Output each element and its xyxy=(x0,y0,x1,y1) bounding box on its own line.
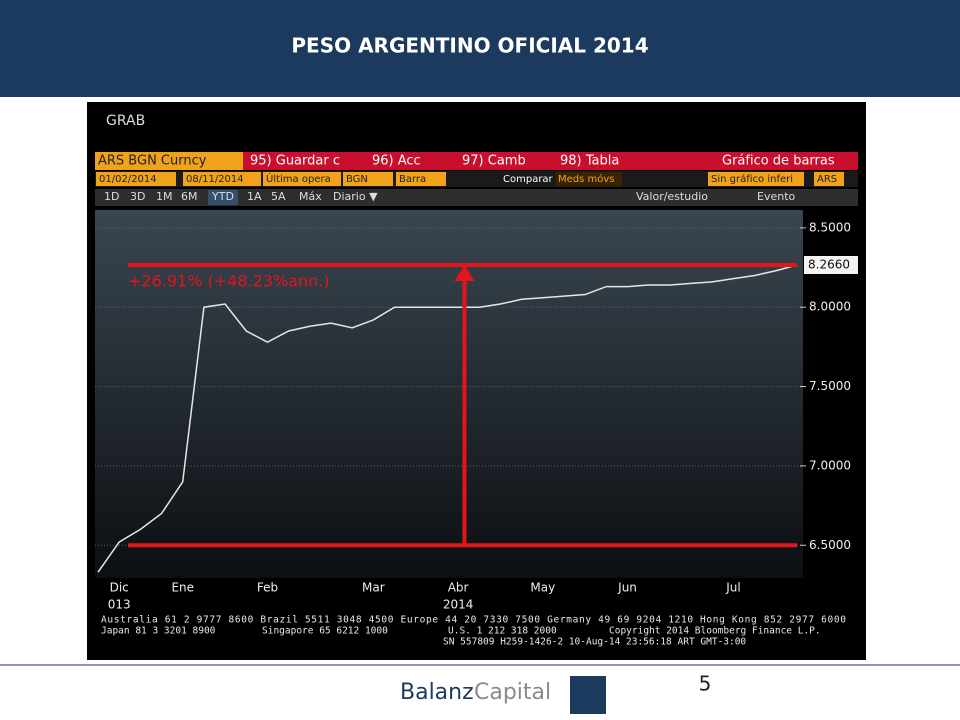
field[interactable]: Barra xyxy=(399,174,426,185)
y-tick-label: 7.5000 xyxy=(809,379,851,393)
period[interactable]: Máx xyxy=(299,190,322,203)
field-box xyxy=(343,172,393,186)
y-tick-label: 8.5000 xyxy=(809,220,851,234)
brand: Balanz xyxy=(400,680,474,705)
terminal-footer: Japan 81 3 3201 8900 xyxy=(101,626,216,637)
x-year-label: 013 xyxy=(108,598,131,612)
field[interactable]: 01/02/2014 xyxy=(99,174,157,185)
lower-chart[interactable]: Sin gráfico inferi xyxy=(711,173,793,185)
slide-title: PESO ARGENTINO OFICIAL 2014 xyxy=(291,34,648,58)
field[interactable]: 08/11/2014 xyxy=(186,174,244,185)
tab[interactable]: 98) Tabla xyxy=(560,154,619,169)
x-tick-label: Jun xyxy=(617,581,637,595)
x-tick-label: May xyxy=(530,581,555,595)
frequency[interactable]: Diario ▼ xyxy=(333,190,378,203)
tab[interactable]: 97) Camb xyxy=(462,154,526,169)
last-value-box xyxy=(804,256,858,275)
active-period xyxy=(208,190,238,205)
period[interactable]: 3D xyxy=(130,190,145,203)
security[interactable]: ARS BGN Curncy xyxy=(98,154,207,169)
field[interactable]: BGN xyxy=(346,174,368,185)
period[interactable]: 1D xyxy=(104,190,119,203)
header-bar xyxy=(0,0,960,97)
study[interactable]: Valor/estudio xyxy=(636,190,708,203)
x-year-label: 2014 xyxy=(443,598,474,612)
period[interactable]: YTD xyxy=(211,190,234,203)
currency[interactable]: ARS xyxy=(817,174,837,185)
command: GRAB xyxy=(106,113,145,129)
terminal-footer: Copyright 2014 Bloomberg Finance L.P. xyxy=(609,626,821,637)
y-tick-label: 7.0000 xyxy=(809,458,851,472)
x-tick-label: Abr xyxy=(448,581,469,595)
price-line xyxy=(97,264,798,573)
security-box xyxy=(95,152,243,170)
field-box xyxy=(183,172,261,186)
terminal-footer: Australia 61 2 9777 8600 Brazil 5511 304… xyxy=(101,615,846,626)
terminal-footer: Singapore 65 6212 1000 xyxy=(262,626,388,637)
y-tick-label: 6.5000 xyxy=(809,538,851,552)
brand-suffix: Capital xyxy=(474,680,551,705)
x-tick-label: Ene xyxy=(171,581,194,595)
field-box xyxy=(396,172,446,186)
compare[interactable]: Comparar xyxy=(503,174,554,185)
tab[interactable]: 95) Guardar c xyxy=(250,154,340,169)
period[interactable]: 5A xyxy=(271,190,286,203)
x-tick-label: Dic xyxy=(110,581,129,595)
annotation: +26.91% (+48.23%ann.) xyxy=(128,272,330,291)
terminal-footer: U.S. 1 212 318 2000 xyxy=(448,626,557,637)
period[interactable]: 1M xyxy=(156,190,173,203)
x-tick-label: Mar xyxy=(362,581,385,595)
event[interactable]: Evento xyxy=(757,190,796,203)
x-tick-label: Jul xyxy=(725,581,740,595)
field-box xyxy=(96,172,176,186)
field-box xyxy=(263,172,341,186)
arrow-head xyxy=(454,265,475,282)
last-value-label: 8.2660 xyxy=(808,258,850,272)
toolbar-row xyxy=(95,152,858,170)
field[interactable]: Última opera xyxy=(266,172,331,185)
currency-box xyxy=(814,172,844,186)
plot-area xyxy=(95,210,803,578)
page-number: 5 xyxy=(699,672,712,696)
period-row xyxy=(95,189,858,206)
period[interactable]: 6M xyxy=(181,190,198,203)
terminal-footer: SN 557809 H259-1426-2 10-Aug-14 23:56:18… xyxy=(443,637,746,648)
tab[interactable]: 96) Acc xyxy=(372,154,421,169)
logo xyxy=(570,676,606,714)
x-tick-label: Feb xyxy=(257,581,278,595)
moving-averages[interactable]: Meds móvs xyxy=(558,173,615,185)
lower-chart-box xyxy=(708,172,804,186)
y-tick-label: 8.0000 xyxy=(809,300,851,314)
period[interactable]: 1A xyxy=(247,190,262,203)
chart-kind[interactable]: Gráfico de barras xyxy=(722,154,835,169)
moving-avg-box xyxy=(556,172,622,186)
